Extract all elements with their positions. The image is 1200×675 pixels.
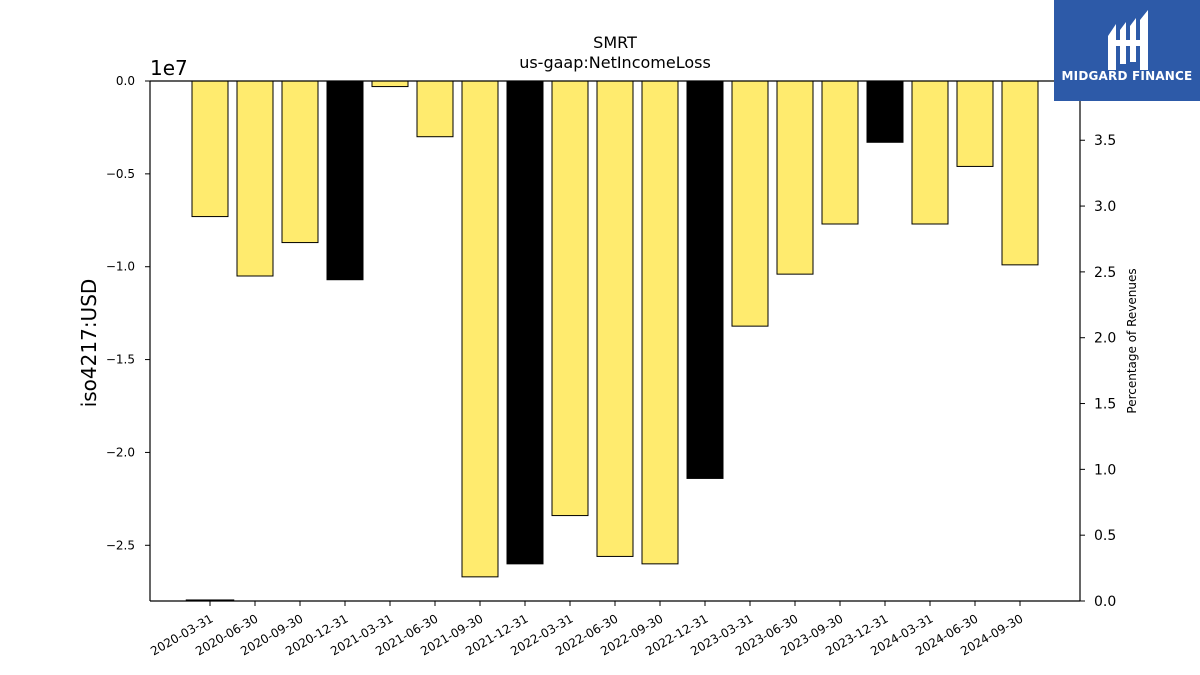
bar-2021-06-30 xyxy=(416,80,454,138)
y-tick-label: −2.0 xyxy=(106,445,135,459)
y2-tick-label: 0.0 xyxy=(1094,594,1116,610)
y-tick-label: 0.0 xyxy=(116,74,135,88)
bar-2021-03-31 xyxy=(371,80,409,88)
bar-2020-06-30 xyxy=(236,80,274,277)
logo: MIDGARD FINANCE xyxy=(1054,0,1200,101)
bar-2022-09-30 xyxy=(641,80,679,565)
y-tick-label: −2.5 xyxy=(106,538,135,552)
bar-2022-06-30 xyxy=(596,80,634,557)
y-tick-label: −1.5 xyxy=(106,353,135,367)
chart-title: SMRT xyxy=(593,33,637,52)
y2-tick-label: 2.0 xyxy=(1094,331,1116,347)
chart-subtitle: us-gaap:NetIncomeLoss xyxy=(519,53,711,72)
bar-2024-06-30 xyxy=(956,80,994,167)
bar-2023-09-30 xyxy=(821,80,859,225)
y2-tick-label: 0.5 xyxy=(1094,528,1116,544)
bar-2021-12-31 xyxy=(506,80,544,565)
bar-2024-09-30 xyxy=(1001,80,1039,266)
y-offset-label: 1e7 xyxy=(150,56,188,80)
bar-2023-03-31 xyxy=(731,80,769,327)
y2-tick-label: 1.0 xyxy=(1094,462,1116,478)
bar-2024-03-31 xyxy=(911,80,949,225)
y2-tick-label: 3.5 xyxy=(1094,133,1116,149)
bar-2020-03-31 xyxy=(191,80,229,218)
bar-2022-12-31 xyxy=(686,80,724,479)
y2-tick-label: 1.5 xyxy=(1094,397,1116,413)
bar-2020-12-31 xyxy=(326,80,364,281)
y-tick-label: −0.5 xyxy=(106,167,135,181)
y-axis-label: iso4217:USD xyxy=(77,279,101,408)
y2-tick-label: 2.5 xyxy=(1094,265,1116,281)
bar-2021-09-30 xyxy=(461,80,499,578)
y2-tick-label: 3.0 xyxy=(1094,199,1116,215)
bar-2022-03-31 xyxy=(551,80,589,517)
y-tick-label: −1.0 xyxy=(106,260,135,274)
bar-2023-06-30 xyxy=(776,80,814,275)
bar-2020-09-30 xyxy=(281,80,319,244)
bar-2023-12-31 xyxy=(866,80,904,143)
logo-text: MIDGARD FINANCE xyxy=(1061,69,1193,83)
logo-mark-icon xyxy=(1108,10,1148,70)
y2-axis-label: Percentage of Revenues xyxy=(1125,268,1139,413)
